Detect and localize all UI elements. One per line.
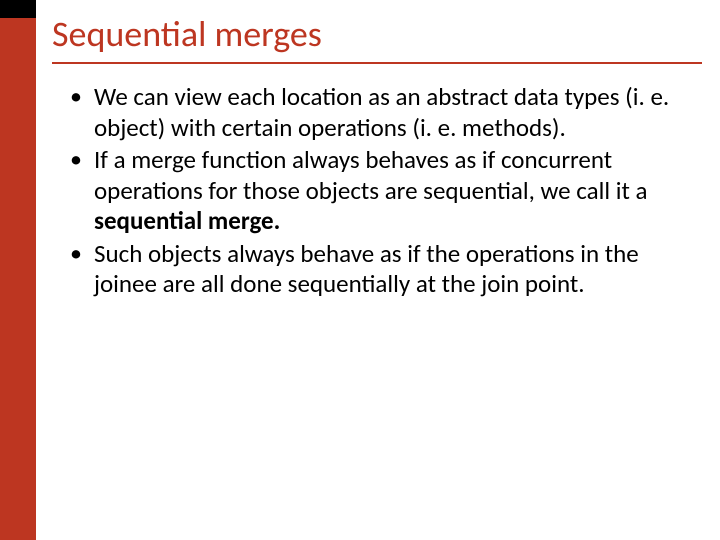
bullet-text-prefix: If a merge function always behaves as if… (94, 144, 647, 206)
bullet-item: Such objects always behave as if the ope… (70, 239, 696, 300)
sidebar-top-block (0, 0, 36, 18)
sidebar (0, 0, 36, 540)
bullet-list: We can view each location as an abstract… (52, 82, 696, 300)
title-underline (52, 62, 702, 64)
sidebar-main-block (0, 18, 36, 540)
bullet-text: We can view each location as an abstract… (94, 81, 669, 143)
bullet-item: If a merge function always behaves as if… (70, 145, 696, 237)
bullet-text: Such objects always behave as if the ope… (94, 238, 639, 300)
bullet-text-bold: sequential merge. (94, 205, 280, 236)
bullet-item: We can view each location as an abstract… (70, 82, 696, 143)
slide-content: Sequential merges We can view each locat… (36, 0, 720, 540)
slide-title: Sequential merges (52, 12, 696, 56)
